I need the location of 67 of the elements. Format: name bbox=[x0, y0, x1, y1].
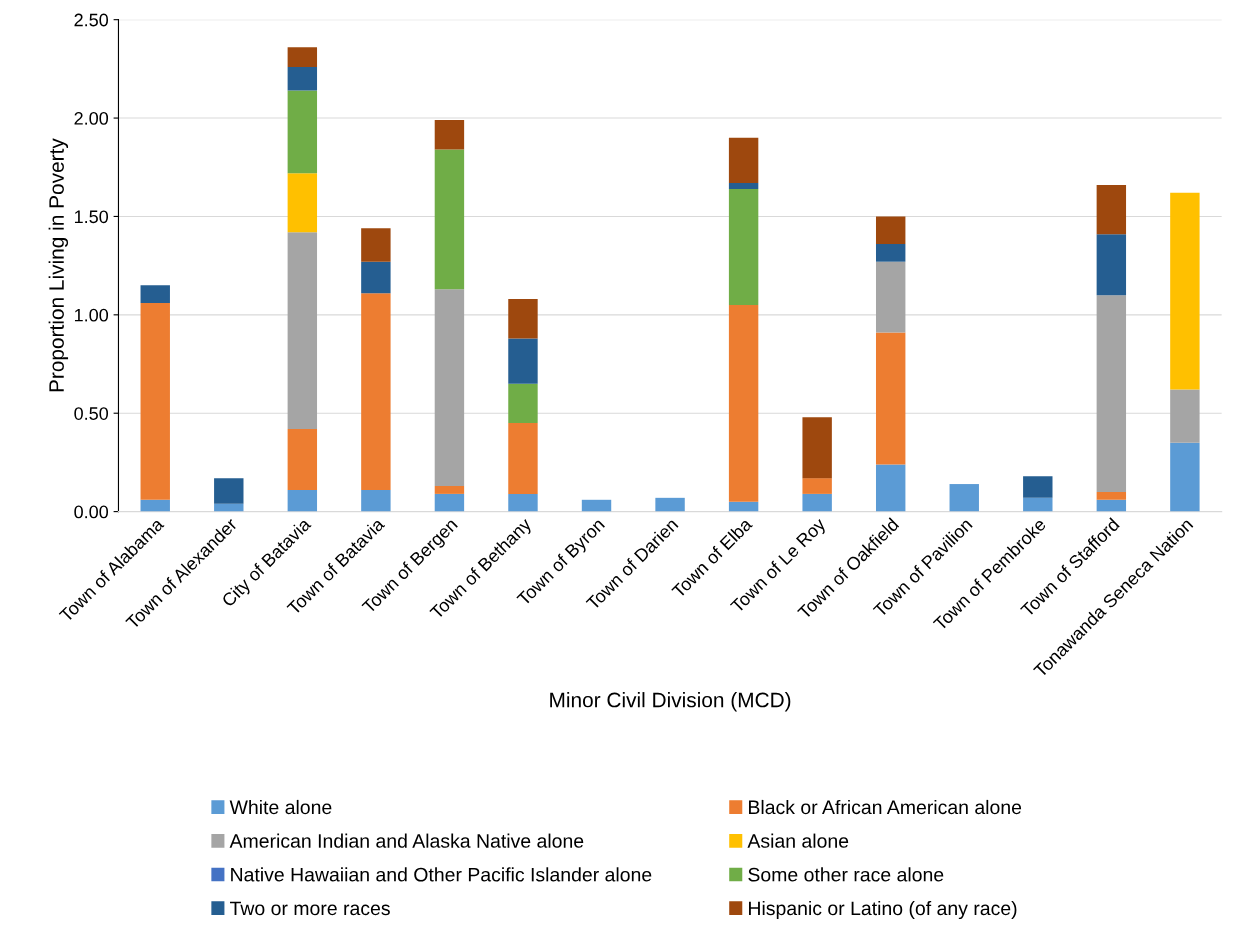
bar bbox=[655, 497, 685, 512]
bar bbox=[1096, 184, 1127, 235]
legend-label: American Indian and Alaska Native alone bbox=[229, 833, 584, 848]
bar bbox=[287, 66, 318, 91]
bar bbox=[361, 293, 391, 490]
bar bbox=[140, 499, 170, 512]
y-tick-label: 1.50 bbox=[74, 210, 109, 224]
bar bbox=[1023, 497, 1053, 512]
y-tick-label: 2.00 bbox=[74, 112, 109, 125]
bar bbox=[434, 149, 465, 290]
bar bbox=[949, 484, 979, 512]
legend-label: Some other race alone bbox=[748, 867, 944, 882]
legend-label: Black or African American alone bbox=[749, 799, 1022, 815]
bar bbox=[214, 478, 244, 504]
bar bbox=[140, 303, 170, 500]
bar bbox=[1096, 491, 1127, 500]
bar bbox=[802, 478, 832, 494]
legend-label: Native Hawaiian and Other Pacific Islander alone bbox=[231, 867, 652, 882]
bar bbox=[728, 137, 759, 183]
bar bbox=[508, 299, 538, 339]
bar bbox=[287, 173, 318, 233]
bar bbox=[581, 499, 612, 512]
legend-label: Asian alone bbox=[747, 833, 849, 848]
y-tick-label: 0.00 bbox=[74, 505, 109, 519]
bar bbox=[434, 120, 465, 150]
y-axis-title: Proportion Living in Poverty bbox=[48, 138, 69, 392]
bar bbox=[875, 216, 906, 244]
bar bbox=[1170, 192, 1200, 390]
legend-label: White alone bbox=[229, 799, 332, 815]
bar bbox=[875, 243, 906, 262]
bar bbox=[508, 338, 538, 384]
x-axis-title: Minor Civil Division (MCD) bbox=[550, 692, 791, 712]
bar bbox=[802, 417, 832, 479]
bar bbox=[802, 493, 832, 512]
bar bbox=[508, 423, 538, 494]
bar bbox=[1096, 295, 1127, 492]
bar bbox=[434, 493, 465, 512]
bar bbox=[287, 90, 318, 174]
bar bbox=[1023, 476, 1053, 498]
y-tick-label: 2.50 bbox=[74, 13, 109, 27]
bar bbox=[728, 501, 759, 512]
bar bbox=[140, 285, 170, 304]
bar bbox=[875, 332, 906, 465]
bar bbox=[508, 383, 538, 424]
bar bbox=[287, 232, 318, 429]
bar bbox=[728, 183, 759, 189]
bar bbox=[728, 304, 759, 502]
bar bbox=[875, 261, 906, 333]
bar bbox=[287, 428, 318, 490]
legend-label: Hispanic or Latino (of any race) bbox=[749, 900, 1017, 920]
bar bbox=[361, 228, 391, 262]
y-tick-label: 1.00 bbox=[74, 308, 109, 322]
bar bbox=[361, 489, 391, 512]
bar bbox=[1170, 442, 1200, 512]
bar bbox=[361, 261, 391, 294]
bar bbox=[875, 464, 906, 512]
bar bbox=[728, 188, 759, 305]
bar bbox=[1170, 389, 1200, 443]
bar bbox=[434, 289, 465, 487]
bar bbox=[287, 489, 318, 512]
bar bbox=[287, 47, 318, 67]
bar bbox=[1096, 499, 1127, 512]
bar bbox=[1096, 234, 1127, 296]
bar bbox=[434, 486, 465, 494]
legend-label: Two or more races bbox=[230, 901, 390, 916]
bar bbox=[508, 493, 538, 512]
y-tick-label: 0.50 bbox=[74, 407, 109, 420]
